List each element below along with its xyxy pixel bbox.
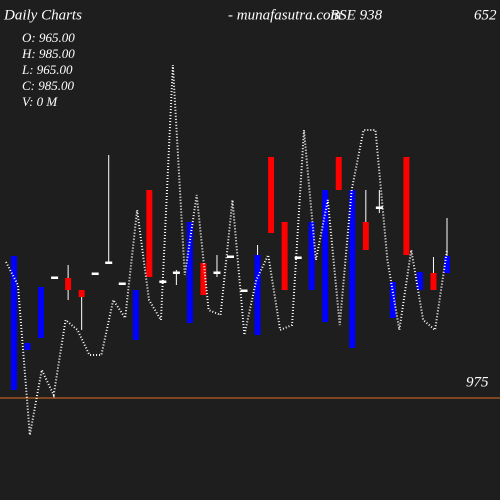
candle-body [294, 256, 302, 259]
candle-body [91, 272, 99, 275]
candle-body [308, 222, 315, 290]
candle-body [403, 157, 410, 255]
candle-body [430, 273, 437, 290]
candle-body [11, 256, 17, 390]
candle-body [389, 282, 396, 318]
candle-body [38, 287, 45, 338]
dotted-line [5, 64, 448, 436]
ohlc-info: O: 965.00 [22, 30, 75, 45]
candle-body [65, 278, 72, 290]
candle-body [146, 190, 153, 277]
candle-body [132, 290, 139, 340]
candle-body [159, 280, 167, 283]
candle-body [118, 282, 126, 285]
candle-body [362, 222, 369, 250]
candle-body [240, 289, 248, 292]
ohlc-info: C: 985.00 [22, 78, 75, 93]
candle-body [349, 190, 356, 348]
symbol: BSE 938 [330, 7, 383, 23]
source: - munafasutra.com [228, 7, 341, 23]
candle-body [24, 343, 31, 350]
candle-body [322, 190, 329, 322]
code: 652 [474, 7, 497, 23]
candle-body [281, 222, 288, 290]
candle-body [51, 276, 59, 279]
y-tick-label: 975 [466, 374, 489, 390]
candle-body [78, 290, 85, 297]
candle-body [186, 222, 193, 323]
candle-body [200, 263, 207, 295]
candle-body [172, 271, 180, 274]
chart-title: Daily Charts [3, 7, 82, 23]
candle-body [268, 157, 275, 233]
candle-body [227, 255, 234, 258]
ohlc-info: L: 965.00 [21, 62, 73, 77]
candle-body [444, 256, 450, 273]
candle-body [375, 206, 383, 209]
candle-body [254, 255, 261, 335]
ohlc-info: H: 985.00 [21, 46, 75, 61]
candle-body [416, 272, 423, 290]
candle-body [213, 271, 221, 274]
ohlc-info: V: 0 M [22, 94, 58, 109]
candle-body [335, 157, 342, 190]
candle-body [105, 261, 113, 264]
